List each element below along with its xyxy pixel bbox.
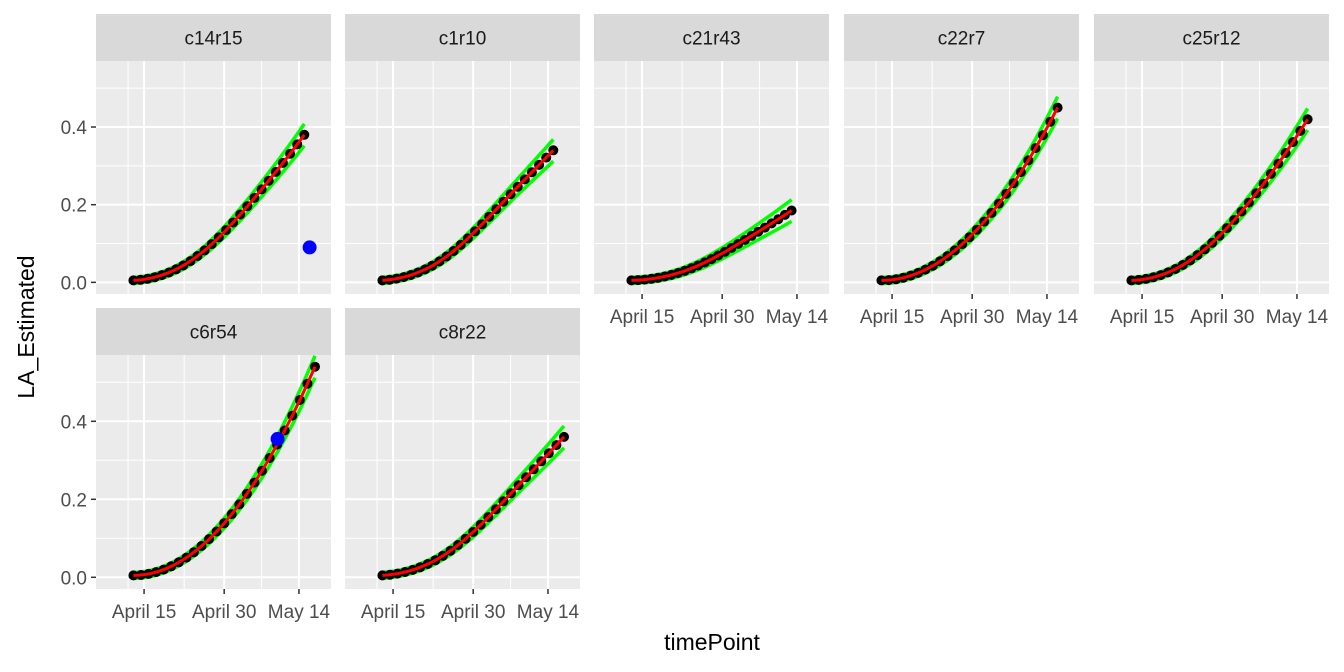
facet-strip-label: c22r7 <box>938 29 986 50</box>
facet-strip <box>345 14 580 61</box>
x-tick-label: April 30 <box>690 307 754 328</box>
x-tick-label: April 15 <box>610 307 674 328</box>
facet-strip <box>844 14 1079 61</box>
facet-panel: c14r15 <box>96 14 331 294</box>
panel-background <box>96 355 331 589</box>
panel-background <box>345 355 580 589</box>
facet-strip-label: c21r43 <box>682 29 740 50</box>
facet-panel: c22r7 <box>844 14 1079 294</box>
fitted-line <box>631 209 793 282</box>
fitted-line <box>133 133 306 282</box>
facet-panel: c25r12 <box>1094 14 1329 294</box>
fitted-line <box>382 149 555 282</box>
facet-panels: c14r15 c1r10 c21r43 c22r7 c25r12 c6r54 c8r22 <box>96 14 1329 589</box>
y-tick-label: 0.2 <box>61 490 87 511</box>
x-tick-label: April 15 <box>860 307 924 328</box>
facet-strip-label: c6r54 <box>190 323 238 344</box>
facet-panel: c6r54 <box>96 308 331 589</box>
outlier-point <box>270 431 285 446</box>
x-tick-label: April 15 <box>361 602 425 623</box>
facet-panel: c1r10 <box>345 14 580 294</box>
facet-strip-label: c25r12 <box>1182 29 1240 50</box>
facet-strip-label: c8r22 <box>439 323 487 344</box>
x-tick-label: May 14 <box>1016 307 1079 328</box>
outlier-point <box>302 240 317 255</box>
x-tick-label: April 30 <box>1190 307 1254 328</box>
x-tick-label: May 14 <box>517 602 580 623</box>
fitted-line <box>133 366 317 577</box>
facet-panel: c21r43 <box>594 14 829 294</box>
y-tick-label: 0.0 <box>61 273 87 294</box>
y-tick-label: 0.0 <box>61 568 87 589</box>
fitted-line <box>382 435 566 577</box>
x-tick-label: April 30 <box>192 602 256 623</box>
y-axis-title: LA_Estimated <box>13 255 39 398</box>
y-tick-label: 0.4 <box>61 412 88 433</box>
facet-strip <box>345 308 580 355</box>
x-tick-label: May 14 <box>766 307 829 328</box>
facet-strip <box>96 14 331 61</box>
panel-background <box>1094 61 1329 294</box>
facet-strip <box>1094 14 1329 61</box>
x-tick-label: April 15 <box>1110 307 1174 328</box>
panel-background <box>844 61 1079 294</box>
axes: 0.0 0.2 0.4 April 15 April 30 May 14 April 15 A… <box>61 118 1329 623</box>
facet-panel: c8r22 <box>345 308 580 589</box>
panel-background <box>345 61 580 294</box>
panel-background <box>96 61 331 294</box>
facet-strip-label: c14r15 <box>184 29 242 50</box>
x-tick-label: April 30 <box>441 602 505 623</box>
y-tick-label: 0.4 <box>61 118 88 139</box>
x-tick-label: May 14 <box>268 602 331 623</box>
x-tick-label: April 30 <box>940 307 1004 328</box>
facet-strip-label: c1r10 <box>439 29 487 50</box>
fitted-line <box>881 106 1059 282</box>
fitted-line <box>1131 118 1309 282</box>
facet-strip <box>96 308 331 355</box>
x-tick-label: May 14 <box>1266 307 1329 328</box>
facet-strip <box>594 14 829 61</box>
y-tick-label: 0.2 <box>61 196 87 217</box>
x-tick-label: April 15 <box>112 602 176 623</box>
x-axis-title: timePoint <box>664 629 760 655</box>
